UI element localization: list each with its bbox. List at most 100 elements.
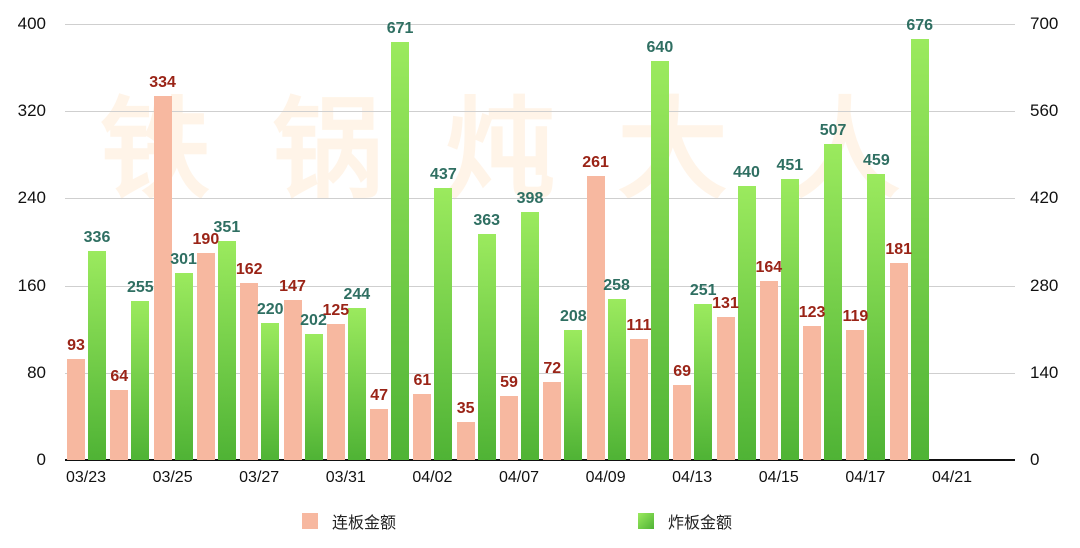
data-label-zhaban: 437 (430, 165, 457, 183)
data-label-lianban: 190 (192, 230, 220, 248)
bar-zhaban[interactable] (867, 174, 886, 460)
data-label-zhaban: 258 (603, 277, 630, 295)
bar-zhaban[interactable] (737, 185, 756, 460)
data-label-lianban: 59 (500, 373, 518, 391)
bar-zhaban[interactable] (304, 334, 323, 460)
data-label-zhaban: 676 (906, 16, 934, 34)
legend-label: 连板金额 (332, 515, 397, 532)
data-label-zhaban: 398 (516, 190, 544, 208)
bar-zhaban[interactable] (131, 301, 150, 460)
bar-lianban[interactable] (716, 317, 735, 460)
legend-item-zhaban[interactable]: 炸板金额 (638, 509, 732, 533)
x-tick-label: 04/17 (845, 469, 886, 486)
bar-lianban[interactable] (326, 323, 345, 460)
legend-swatch-green (638, 513, 654, 529)
bar-lianban[interactable] (110, 390, 129, 460)
watermark-char: 锅 (272, 85, 383, 214)
x-tick-label: 04/21 (931, 469, 973, 486)
bar-lianban[interactable] (846, 330, 865, 460)
bar-lianban[interactable] (67, 358, 85, 460)
bar-lianban[interactable] (370, 408, 389, 460)
bar-zhaban[interactable] (347, 308, 366, 460)
gridline (65, 24, 1015, 25)
data-label-lianban: 261 (582, 153, 609, 171)
x-tick-label: 04/02 (412, 469, 453, 486)
gridline (65, 198, 1015, 200)
bar-lianban[interactable] (889, 262, 908, 460)
bar-zhaban[interactable] (174, 272, 193, 460)
bar-lianban[interactable] (413, 393, 432, 460)
x-tick-label: 03/27 (239, 469, 280, 486)
data-label-lianban: 125 (322, 301, 350, 319)
data-label-lianban: 61 (413, 371, 432, 389)
bar-lianban[interactable] (196, 252, 215, 460)
legend-item-lianban[interactable]: 连板金额 (302, 509, 396, 533)
x-tick-label: 04/09 (585, 469, 626, 486)
x-axis-line (65, 459, 1015, 461)
y-left-tick: 240 (17, 188, 46, 208)
data-label-lianban: 35 (456, 399, 475, 417)
bar-zhaban[interactable] (694, 303, 713, 460)
bar-zhaban[interactable] (564, 330, 583, 460)
x-tick-label: 03/25 (152, 469, 193, 486)
data-label-lianban: 162 (235, 261, 263, 279)
x-tick-label: 04/15 (758, 469, 799, 486)
data-label-lianban: 111 (626, 317, 652, 334)
gridline (65, 111, 1015, 113)
bar-lianban[interactable] (673, 384, 692, 460)
data-label-lianban: 123 (798, 303, 826, 321)
bar-zhaban[interactable] (434, 187, 453, 460)
data-label-zhaban: 459 (863, 152, 890, 170)
bar-zhaban[interactable] (477, 233, 496, 460)
data-label-zhaban: 336 (83, 228, 111, 246)
y-left-tick: 400 (17, 14, 46, 33)
data-label-zhaban: 507 (819, 122, 847, 140)
data-label-lianban: 119 (842, 308, 869, 326)
bar-lianban[interactable] (803, 325, 822, 460)
bar-zhaban[interactable] (607, 299, 626, 460)
x-tick-label: 04/07 (498, 469, 540, 486)
bar-zhaban[interactable] (824, 144, 843, 460)
data-label-zhaban: 202 (300, 312, 327, 330)
x-tick-label: 03/23 (65, 469, 107, 486)
bar-zhaban[interactable] (217, 241, 236, 460)
bar-zhaban[interactable] (650, 61, 669, 460)
watermark-char: 大 (617, 85, 728, 214)
data-label-lianban: 93 (67, 336, 85, 354)
y-right-tick: 140 (1030, 362, 1059, 382)
data-label-lianban: 334 (149, 73, 176, 91)
data-label-lianban: 69 (673, 362, 692, 380)
bar-lianban[interactable] (456, 421, 475, 460)
data-label-zhaban: 671 (386, 20, 414, 38)
bar-lianban[interactable] (543, 381, 562, 460)
bar-zhaban[interactable] (88, 250, 106, 460)
data-label-lianban: 131 (712, 295, 739, 313)
y-left-tick: 320 (17, 101, 46, 121)
x-tick-label: 04/13 (672, 469, 713, 486)
bar-zhaban[interactable] (521, 212, 539, 460)
legend-label: 炸板金额 (668, 515, 733, 532)
bar-lianban[interactable] (759, 281, 778, 460)
data-label-zhaban: 251 (689, 281, 717, 299)
bar-zhaban[interactable] (261, 322, 280, 460)
data-label-zhaban: 301 (170, 250, 197, 268)
data-label-lianban: 181 (885, 240, 913, 258)
data-label-lianban: 147 (279, 277, 306, 295)
bar-lianban[interactable] (586, 175, 605, 460)
bar-lianban[interactable] (500, 395, 518, 460)
bar-lianban[interactable] (283, 299, 302, 460)
data-label-zhaban: 351 (213, 219, 241, 237)
data-label-zhaban: 640 (646, 39, 674, 57)
bar-zhaban[interactable] (391, 42, 410, 460)
gridline (65, 372, 1015, 374)
bar-zhaban[interactable] (910, 38, 929, 460)
y-right-tick: 0 (1030, 450, 1040, 469)
bar-lianban[interactable] (629, 339, 648, 460)
data-label-lianban: 72 (543, 359, 562, 377)
y-right-tick: 560 (1030, 101, 1059, 121)
bar-lianban[interactable] (153, 95, 172, 460)
bar-lianban[interactable] (240, 283, 259, 460)
bar-zhaban[interactable] (780, 179, 799, 460)
y-right-tick: 280 (1030, 275, 1059, 295)
